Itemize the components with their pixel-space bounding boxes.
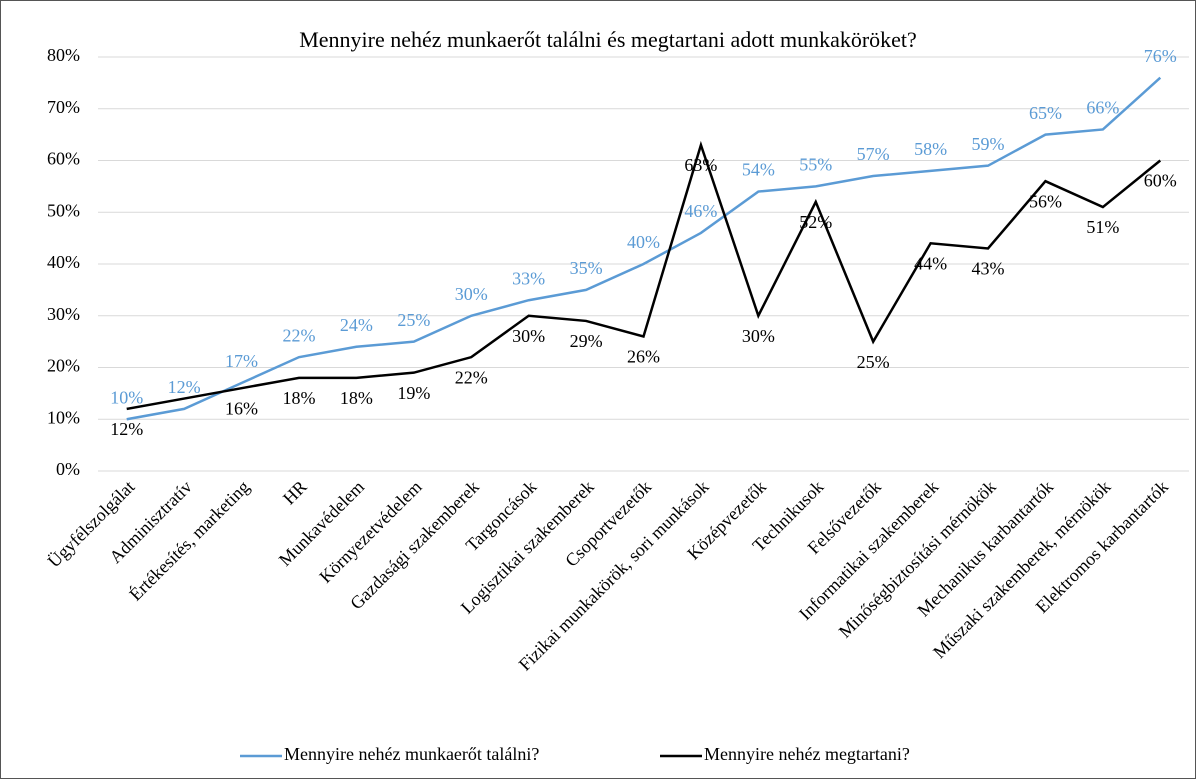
data-label: 22% (282, 325, 315, 345)
data-label: 51% (1086, 217, 1119, 237)
data-label: 16% (225, 398, 258, 418)
data-label: 24% (340, 315, 373, 335)
data-label: 30% (742, 326, 775, 346)
y-tick-label: 10% (47, 407, 80, 427)
data-label: 57% (857, 144, 890, 164)
series-line (126, 140, 1162, 411)
data-label: 60% (1144, 171, 1177, 191)
legend-label: Mennyire nehéz munkaerőt találni? (284, 744, 539, 764)
chart-title: Mennyire nehéz munkaerőt találni és megt… (299, 27, 917, 52)
y-tick-label: 40% (47, 252, 80, 272)
data-label: 44% (914, 253, 947, 273)
data-label: 63% (684, 155, 717, 175)
data-label: 46% (684, 201, 717, 221)
data-label: 10% (110, 387, 143, 407)
y-tick-label: 0% (56, 459, 80, 479)
data-label: 76% (1144, 46, 1177, 66)
data-label: 29% (570, 331, 603, 351)
data-label: 18% (340, 388, 373, 408)
data-label: 35% (570, 258, 603, 278)
data-label: 40% (627, 232, 660, 252)
data-label: 12% (110, 419, 143, 439)
y-tick-label: 30% (47, 304, 80, 324)
data-label: 66% (1086, 98, 1119, 118)
data-label: 26% (627, 347, 660, 367)
y-tick-label: 50% (47, 200, 80, 220)
legend-label: Mennyire nehéz megtartani? (704, 744, 910, 764)
data-label: 17% (225, 351, 258, 371)
data-label: 25% (857, 352, 890, 372)
data-label: 56% (1029, 191, 1062, 211)
data-label: 30% (455, 284, 488, 304)
y-tick-label: 70% (47, 97, 80, 117)
y-tick-label: 60% (47, 149, 80, 169)
data-label: 22% (455, 367, 488, 387)
data-label: 59% (972, 134, 1005, 154)
y-tick-label: 80% (47, 45, 80, 65)
data-label: 58% (914, 139, 947, 159)
data-label: 25% (397, 310, 430, 330)
data-label: 19% (397, 383, 430, 403)
data-label: 33% (512, 268, 545, 288)
data-label: 52% (799, 212, 832, 232)
data-label: 55% (799, 155, 832, 175)
series-line (126, 76, 1162, 421)
data-label: 43% (972, 259, 1005, 279)
data-label: 30% (512, 326, 545, 346)
data-label: 12% (168, 377, 201, 397)
data-label: 18% (282, 388, 315, 408)
data-label: 65% (1029, 103, 1062, 123)
y-tick-label: 20% (47, 356, 80, 376)
data-label: 54% (742, 160, 775, 180)
